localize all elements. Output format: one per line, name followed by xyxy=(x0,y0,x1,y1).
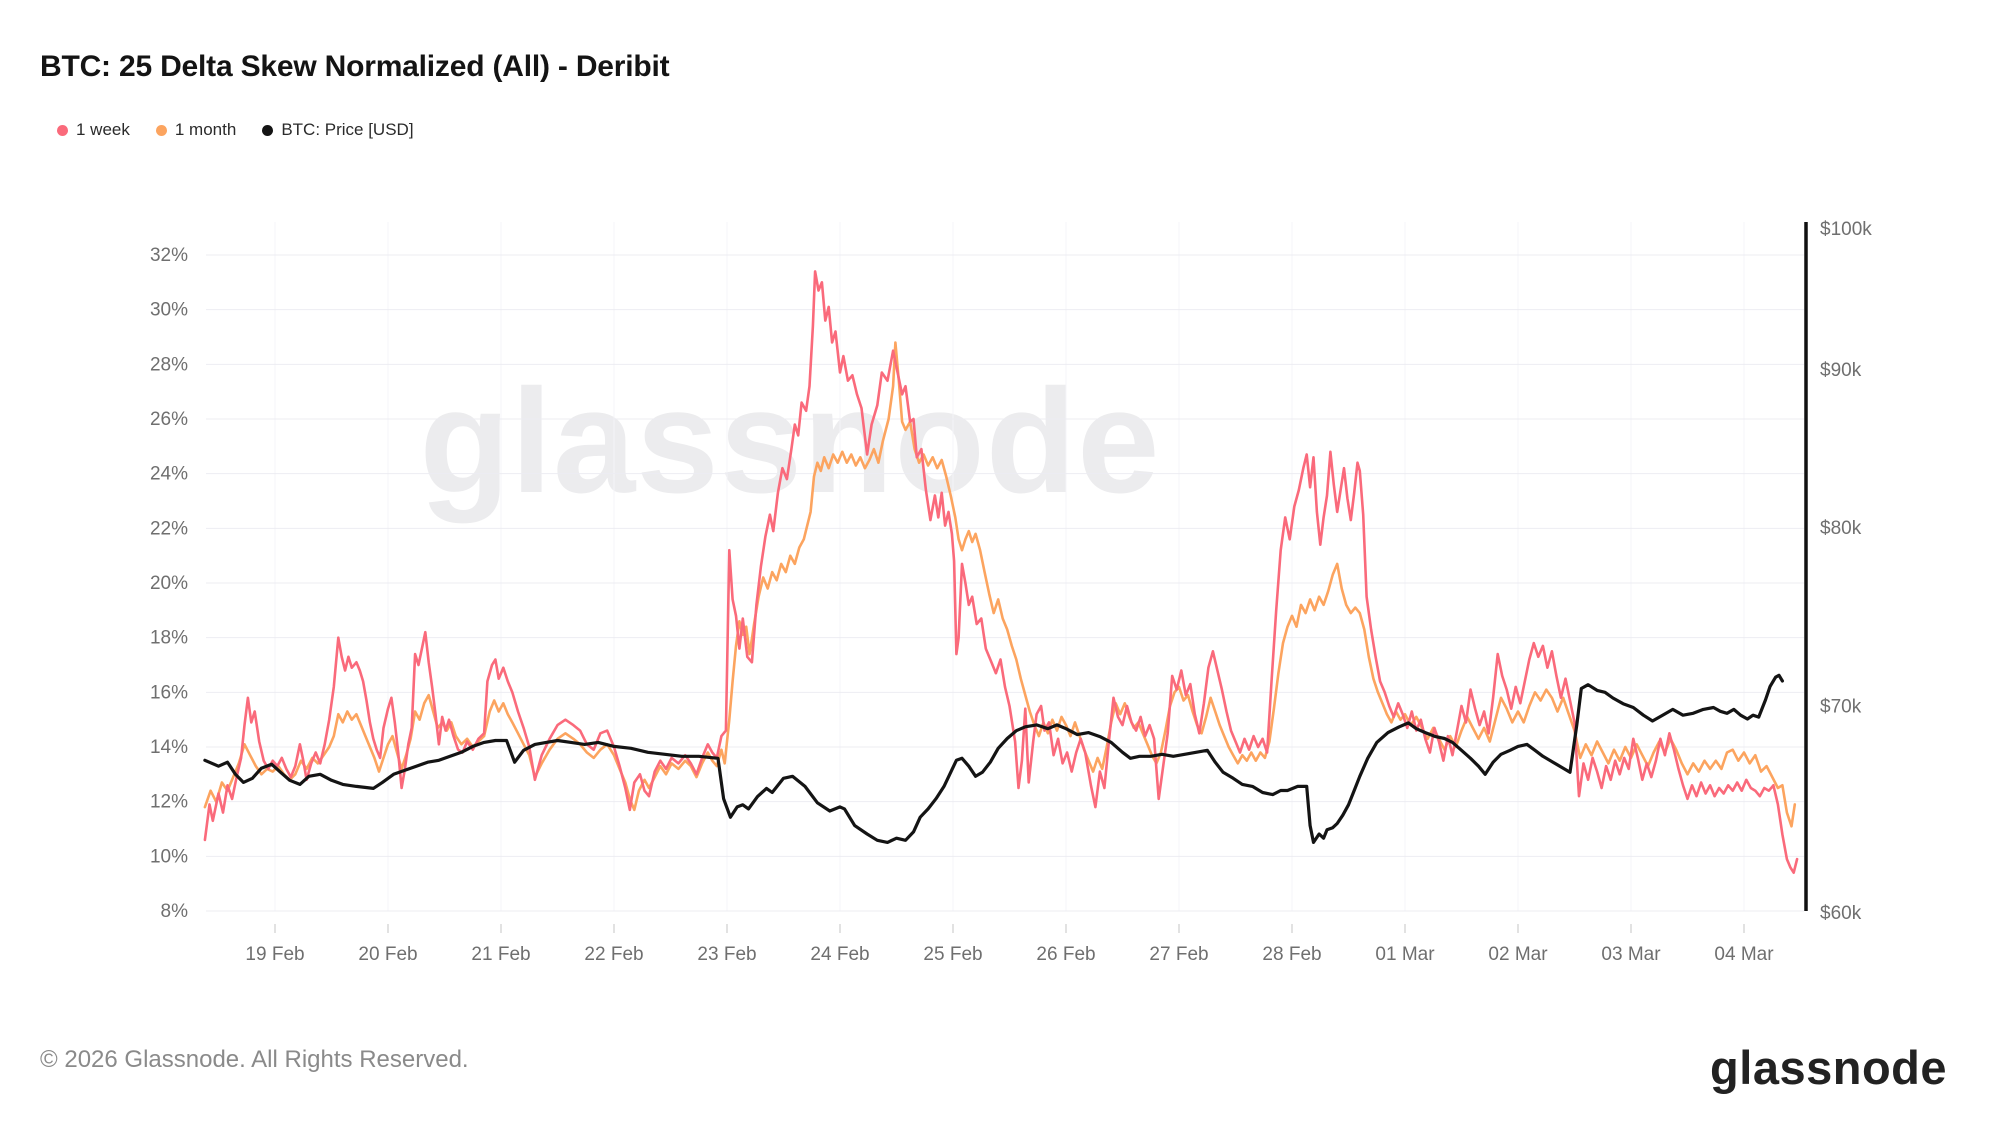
legend-dot-1-week-icon xyxy=(57,124,68,136)
x-axis-tick-label: 03 Mar xyxy=(1601,944,1661,965)
legend-dot-btc-price-icon xyxy=(262,124,274,136)
y-axis-right-tick-label: $100k xyxy=(1820,219,1872,240)
y-axis-right-tick-label: $70k xyxy=(1820,697,1862,718)
y-axis-right-tick-label: $90k xyxy=(1820,360,1862,381)
y-axis-left-tick-label: 20% xyxy=(150,573,188,594)
series-line-btc-price-usd- xyxy=(203,673,1784,844)
x-axis-tick-label: 25 Feb xyxy=(923,944,982,965)
y-axis-right-tick-label: $60k xyxy=(1820,903,1862,924)
legend-item-btc-price[interactable]: BTC: Price [USD] xyxy=(262,120,414,140)
y-axis-left-tick-label: 30% xyxy=(150,300,188,321)
x-axis-tick-label: 24 Feb xyxy=(810,944,869,965)
glassnode-watermark: glassnode xyxy=(419,359,1161,524)
x-axis-tick-label: 28 Feb xyxy=(1262,944,1321,965)
series-line-1-week xyxy=(203,270,1799,874)
x-axis-tick-label: 04 Mar xyxy=(1714,944,1774,965)
series-line-1-month xyxy=(203,341,1797,828)
y-axis-left-tick-label: 26% xyxy=(150,409,188,430)
y-axis-left-tick-label: 12% xyxy=(150,792,188,813)
x-axis-tick-label: 01 Mar xyxy=(1375,944,1435,965)
y-axis-left-tick-label: 22% xyxy=(150,518,188,539)
legend-label-1-month: 1 month xyxy=(174,120,237,139)
y-axis-left-tick-label: 32% xyxy=(150,245,188,266)
y-axis-left-tick-label: 18% xyxy=(150,628,188,649)
glassnode-logo: glassnode xyxy=(1710,1041,1947,1094)
x-axis-tick-label: 27 Feb xyxy=(1149,944,1208,965)
x-axis-tick-label: 21 Feb xyxy=(471,944,530,965)
legend-label-btc-price: BTC: Price [USD] xyxy=(281,120,414,139)
y-axis-left-tick-label: 10% xyxy=(150,846,188,867)
legend-item-1-month[interactable]: 1 month xyxy=(155,120,237,140)
x-axis-tick-label: 22 Feb xyxy=(584,944,643,965)
x-axis-tick-label: 20 Feb xyxy=(358,944,417,965)
copyright-text: © 2026 Glassnode. All Rights Reserved. xyxy=(40,1046,469,1073)
y-axis-left-tick-label: 8% xyxy=(161,901,189,922)
y-axis-left-tick-label: 28% xyxy=(150,354,188,375)
x-axis-tick-label: 19 Feb xyxy=(245,944,304,965)
legend-item-1-week[interactable]: 1 week xyxy=(57,120,130,140)
x-axis-tick-label: 23 Feb xyxy=(697,944,756,965)
legend-label-1-week: 1 week xyxy=(76,120,130,139)
y-axis-left-tick-label: 24% xyxy=(150,464,188,485)
y-axis-left-tick-label: 16% xyxy=(150,682,188,703)
page-title: BTC: 25 Delta Skew Normalized (All) - De… xyxy=(40,50,670,84)
legend-dot-1-month-icon xyxy=(155,124,167,136)
chart-legend: 1 week 1 month BTC: Price [USD] xyxy=(57,120,414,140)
x-axis-tick-label: 02 Mar xyxy=(1488,944,1548,965)
y-axis-right-tick-label: $80k xyxy=(1820,518,1862,539)
y-axis-left-tick-label: 14% xyxy=(150,737,188,758)
x-axis-tick-label: 26 Feb xyxy=(1036,944,1095,965)
